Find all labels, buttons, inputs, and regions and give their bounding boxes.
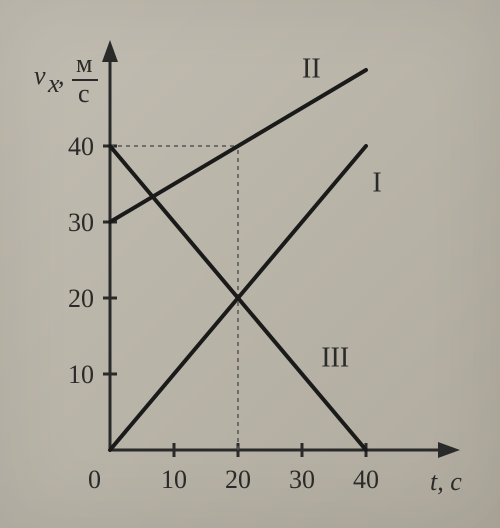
y-tick-label: 10 — [68, 360, 94, 389]
x-tick-label: 10 — [161, 465, 187, 494]
y-axis-arrow — [102, 40, 118, 62]
chart-container: { "chart": { "type": "line", "y_axis": {… — [0, 0, 500, 528]
origin-label: 0 — [88, 465, 101, 494]
series-label-I: I — [372, 168, 381, 199]
x-tick-label: 40 — [353, 465, 379, 494]
x-tick-label: 30 — [289, 465, 315, 494]
y-unit-top: м — [76, 49, 92, 78]
x-tick-label: 20 — [225, 465, 251, 494]
y-tick-label: 30 — [68, 208, 94, 237]
y-axis-label: v x , м с — [34, 49, 98, 108]
x-axis-label: t, с — [430, 467, 462, 496]
y-symbol: v — [34, 61, 46, 90]
y-comma: , — [58, 61, 65, 90]
velocity-time-chart: v x , м с t, с 0 10203040 10203040 IIIII… — [0, 0, 500, 528]
x-axis-arrow — [438, 442, 460, 458]
y-tick-label: 20 — [68, 284, 94, 313]
y-unit-bottom: с — [78, 79, 90, 108]
guide-lines — [110, 146, 238, 450]
y-tick-label: 40 — [68, 132, 94, 161]
series-label-III: III — [321, 342, 349, 373]
series-label-II: II — [302, 54, 321, 85]
